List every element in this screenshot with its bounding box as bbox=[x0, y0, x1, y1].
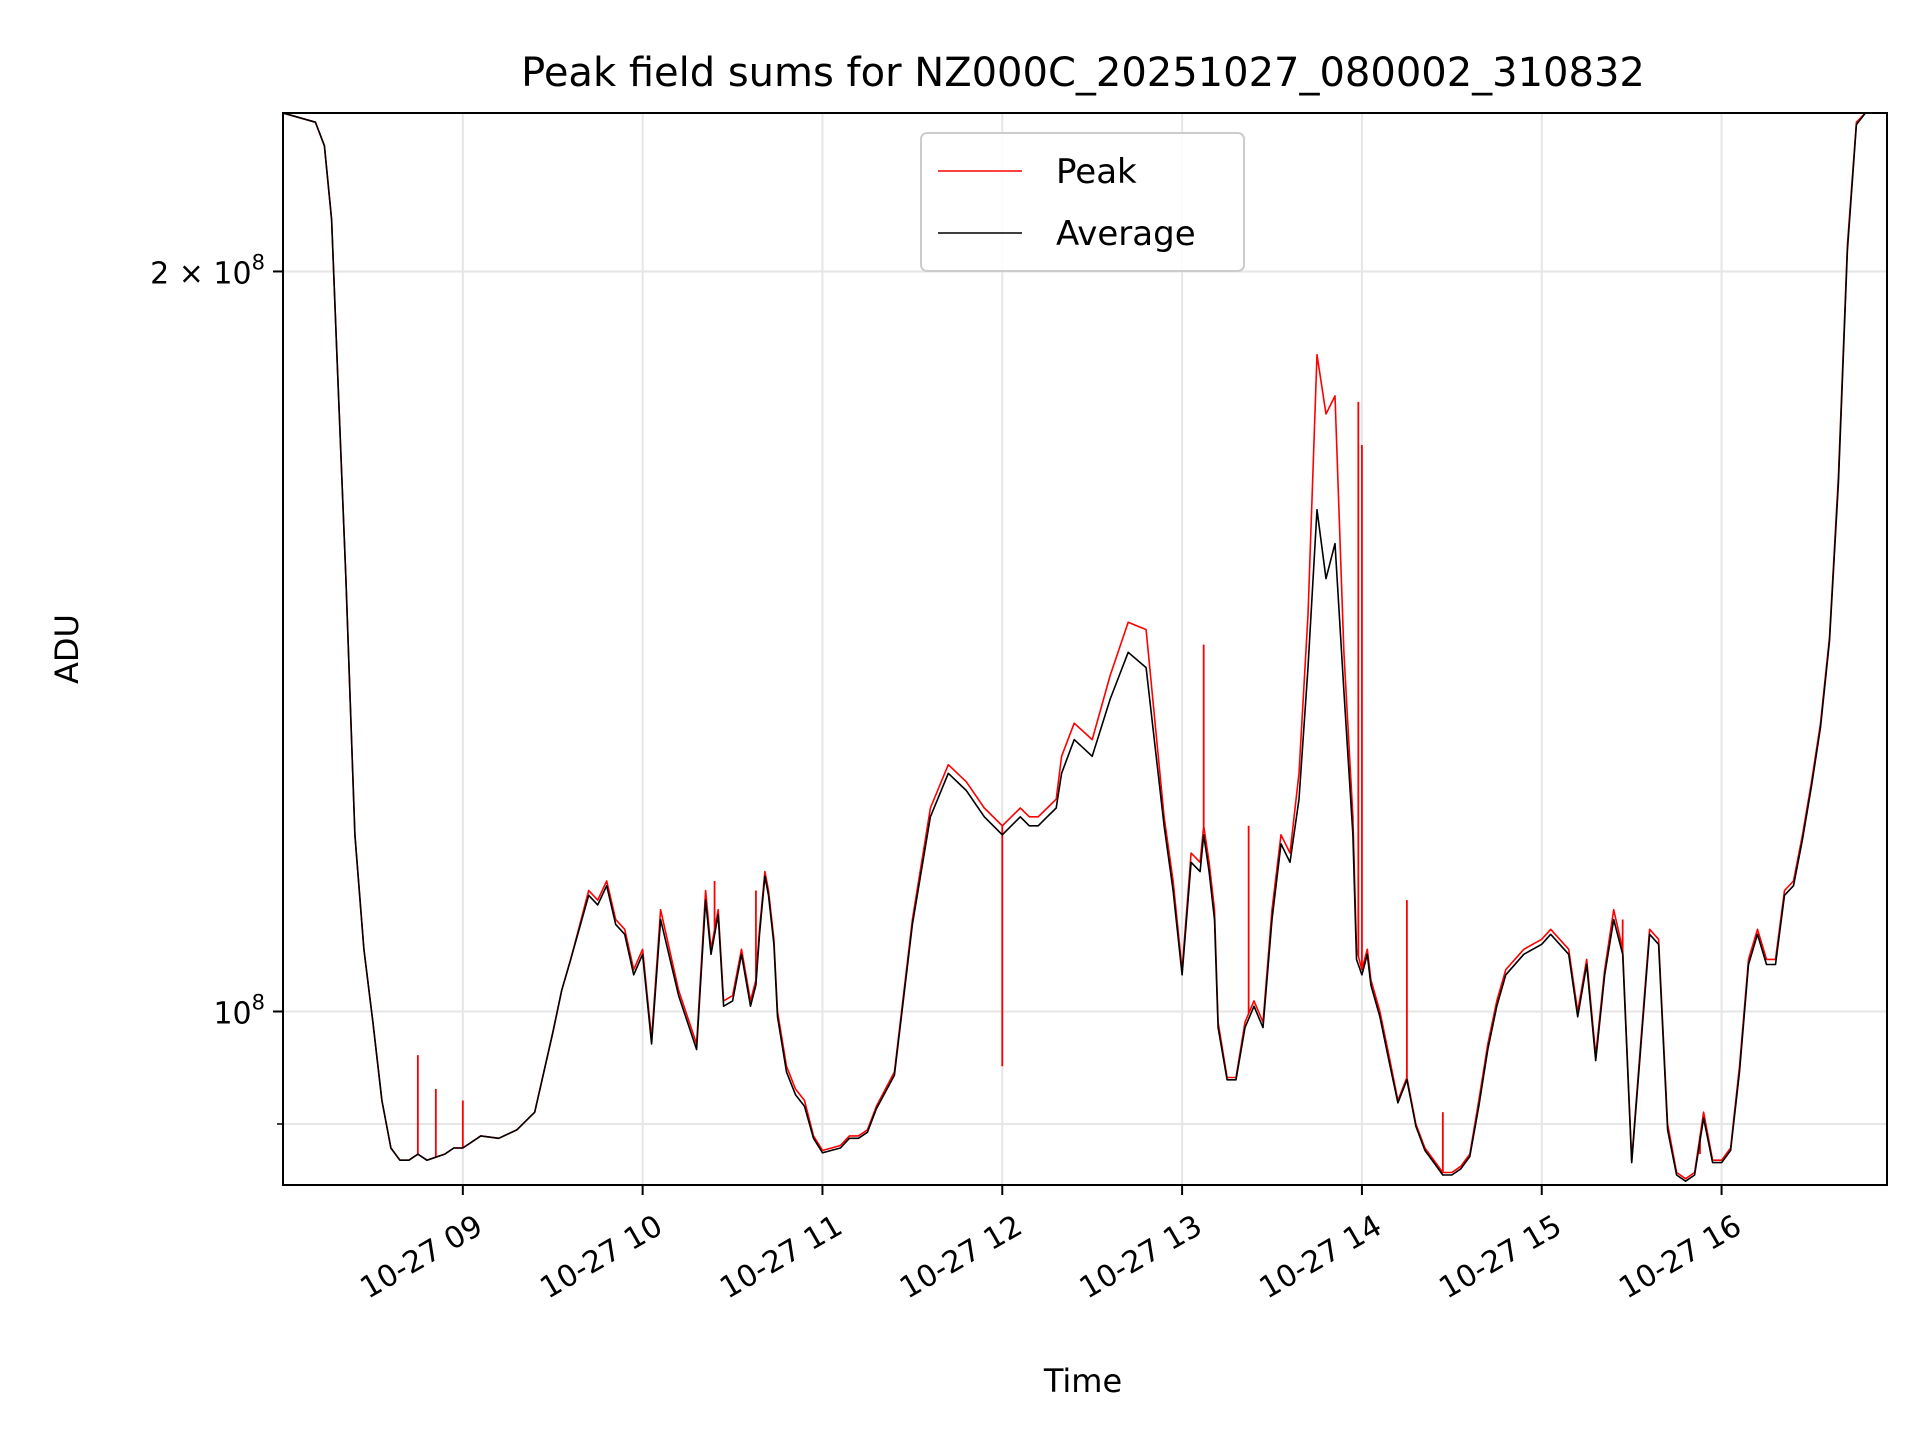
y-tick-label: 108 bbox=[213, 990, 265, 1031]
legend: Peak Average bbox=[920, 132, 1245, 272]
y-axis-label: ADU bbox=[48, 614, 86, 684]
x-axis-label: Time bbox=[1043, 1362, 1122, 1400]
legend-box bbox=[920, 132, 1245, 272]
legend-label-average: Average bbox=[1056, 214, 1196, 254]
y-tick-label: 2 × 108 bbox=[150, 250, 265, 291]
plot-frame bbox=[282, 112, 1888, 1186]
series-line-average bbox=[283, 113, 1875, 1182]
chart-title: Peak field sums for NZ000C_20251027_0800… bbox=[521, 50, 1645, 96]
legend-label-peak: Peak bbox=[1056, 152, 1137, 192]
y-axis: 108 2 × 108 bbox=[150, 250, 283, 1125]
plot-area bbox=[283, 113, 1875, 1182]
